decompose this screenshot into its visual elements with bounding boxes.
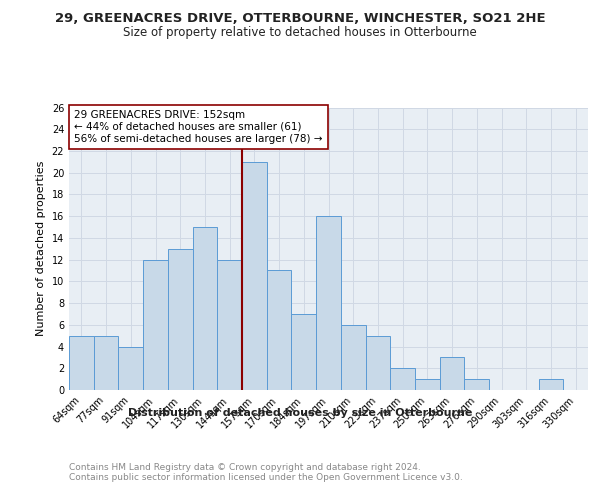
- Text: 29, GREENACRES DRIVE, OTTERBOURNE, WINCHESTER, SO21 2HE: 29, GREENACRES DRIVE, OTTERBOURNE, WINCH…: [55, 12, 545, 26]
- Bar: [292, 314, 316, 390]
- Bar: [464, 379, 489, 390]
- Text: 29 GREENACRES DRIVE: 152sqm
← 44% of detached houses are smaller (61)
56% of sem: 29 GREENACRES DRIVE: 152sqm ← 44% of det…: [74, 110, 323, 144]
- Bar: [365, 336, 390, 390]
- Bar: [341, 325, 365, 390]
- Bar: [217, 260, 242, 390]
- Bar: [242, 162, 267, 390]
- Bar: [539, 379, 563, 390]
- Bar: [193, 227, 217, 390]
- Bar: [390, 368, 415, 390]
- Text: Size of property relative to detached houses in Otterbourne: Size of property relative to detached ho…: [123, 26, 477, 39]
- Bar: [118, 346, 143, 390]
- Bar: [69, 336, 94, 390]
- Bar: [143, 260, 168, 390]
- Bar: [415, 379, 440, 390]
- Text: Contains HM Land Registry data © Crown copyright and database right 2024.
Contai: Contains HM Land Registry data © Crown c…: [69, 462, 463, 482]
- Bar: [168, 249, 193, 390]
- Text: Distribution of detached houses by size in Otterbourne: Distribution of detached houses by size …: [128, 408, 472, 418]
- Y-axis label: Number of detached properties: Number of detached properties: [36, 161, 46, 336]
- Bar: [316, 216, 341, 390]
- Bar: [440, 358, 464, 390]
- Bar: [267, 270, 292, 390]
- Bar: [94, 336, 118, 390]
